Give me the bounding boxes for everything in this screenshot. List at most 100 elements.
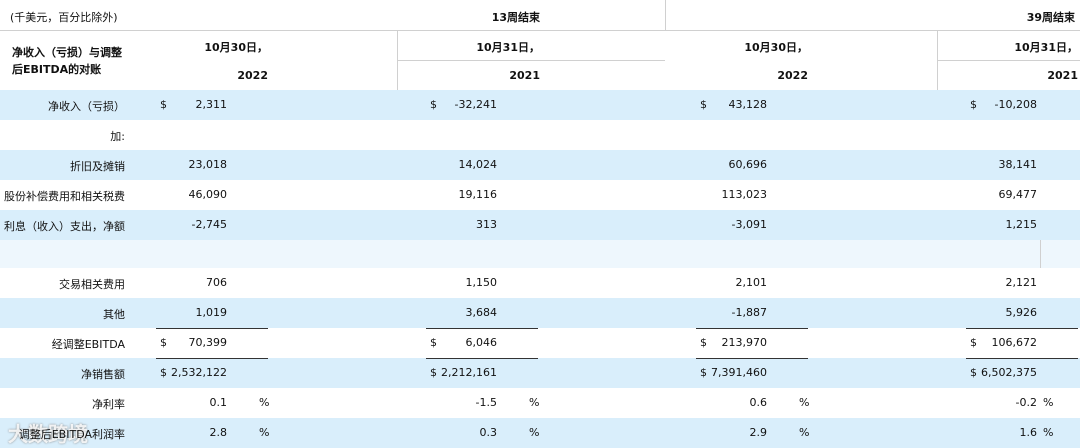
total-rule — [156, 328, 268, 329]
cell-value: 2,121 — [1005, 276, 1038, 289]
row-band — [0, 418, 1080, 448]
cell-value: 113,023 — [721, 188, 768, 201]
total-rule — [696, 358, 808, 359]
cell-value: 3,684 — [465, 306, 498, 319]
cell-value: 23,018 — [188, 158, 228, 171]
cell-value: 2,311 — [195, 98, 228, 111]
currency-sign: $ — [970, 336, 977, 349]
row-band — [0, 298, 1080, 328]
cell-value: 313 — [476, 218, 497, 231]
cell-value: -2,745 — [191, 218, 227, 231]
period-header: 13周结束 — [491, 11, 540, 24]
column-date: 10月30日， — [204, 41, 268, 54]
percent-sign: % — [1043, 426, 1054, 439]
row-label: 经调整EBITDA — [51, 338, 125, 351]
cell-value: 6,046 — [465, 336, 498, 349]
cell-value: 7,391,460 — [711, 366, 767, 379]
cell-value: 38,141 — [998, 158, 1038, 171]
cell-value: 0.6 — [749, 396, 768, 409]
row-label: 净收入（亏损） — [48, 100, 125, 113]
percent-sign: % — [799, 396, 810, 409]
row-label: 其他 — [103, 308, 125, 321]
column-year: 2022 — [237, 69, 268, 82]
table-title: 净收入（亏损）与调整后EBITDA的对账 — [12, 46, 122, 76]
watermark: 大数跨境 — [8, 422, 88, 446]
cell-value: 69,477 — [998, 188, 1038, 201]
percent-sign: % — [799, 426, 810, 439]
rule — [665, 0, 666, 30]
cell-value: -0.2 — [1015, 396, 1037, 409]
row-label: 加: — [110, 130, 125, 143]
cell-value: 5,926 — [1005, 306, 1038, 319]
currency-sign: $ — [700, 336, 707, 349]
percent-sign: % — [1043, 396, 1054, 409]
column-date: 10月31日， — [1014, 41, 1078, 54]
cell-value: 2,532,122 — [171, 366, 227, 379]
cell-value: 43,128 — [728, 98, 768, 111]
percent-sign: % — [529, 396, 540, 409]
column-year: 2021 — [509, 69, 540, 82]
cell-value: 60,696 — [728, 158, 768, 171]
cell-value: 1,150 — [465, 276, 498, 289]
percent-sign: % — [259, 426, 270, 439]
cell-value: -1.5 — [475, 396, 497, 409]
row-band — [0, 240, 1080, 268]
currency-sign: $ — [160, 336, 167, 349]
column-date: 10月30日， — [744, 41, 808, 54]
cell-value: 6,502,375 — [981, 366, 1037, 379]
row-band — [0, 358, 1080, 388]
total-rule — [426, 358, 538, 359]
cell-value: 213,970 — [721, 336, 768, 349]
cell-value: -1,887 — [731, 306, 767, 319]
currency-sign: $ — [160, 98, 167, 111]
rule — [937, 60, 1080, 61]
currency-sign: $ — [430, 366, 437, 379]
cell-value: 706 — [206, 276, 227, 289]
total-rule — [966, 328, 1078, 329]
cell-value: 2.9 — [749, 426, 768, 439]
cell-value: 0.3 — [479, 426, 498, 439]
row-band — [0, 150, 1080, 180]
row-label: 调整后EBITDA利润率 — [18, 428, 125, 441]
row-band — [0, 210, 1080, 240]
rule — [1040, 240, 1041, 268]
cell-value: 1,019 — [195, 306, 228, 319]
row-label: 净销售额 — [81, 368, 125, 381]
row-band — [0, 90, 1080, 120]
percent-sign: % — [259, 396, 270, 409]
total-rule — [426, 328, 538, 329]
percent-sign: % — [529, 426, 540, 439]
currency-sign: $ — [700, 366, 707, 379]
units-note: (千美元，百分比除外) — [10, 11, 118, 24]
cell-value: -3,091 — [731, 218, 767, 231]
period-header: 39周结束 — [1026, 11, 1075, 24]
cell-value: 106,672 — [991, 336, 1038, 349]
cell-value: 2,101 — [735, 276, 768, 289]
currency-sign: $ — [970, 366, 977, 379]
column-year: 2021 — [1047, 69, 1078, 82]
cell-value: -10,208 — [994, 98, 1037, 111]
cell-value: 70,399 — [188, 336, 228, 349]
row-label: 股份补偿费用和相关税费 — [4, 190, 125, 203]
rule — [397, 60, 665, 61]
column-year: 2022 — [777, 69, 808, 82]
cell-value: 2.8 — [209, 426, 228, 439]
cell-value: 1.6 — [1019, 426, 1038, 439]
column-date: 10月31日， — [476, 41, 540, 54]
rule — [0, 30, 1080, 31]
cell-value: -32,241 — [454, 98, 497, 111]
total-rule — [966, 358, 1078, 359]
total-rule — [156, 358, 268, 359]
row-label: 交易相关费用 — [59, 278, 125, 291]
currency-sign: $ — [700, 98, 707, 111]
cell-value: 46,090 — [188, 188, 228, 201]
row-label: 利息（收入）支出，净额 — [4, 220, 125, 233]
cell-value: 0.1 — [209, 396, 228, 409]
currency-sign: $ — [430, 336, 437, 349]
cell-value: 19,116 — [458, 188, 498, 201]
total-rule — [696, 328, 808, 329]
cell-value: 14,024 — [458, 158, 498, 171]
row-label: 折旧及摊销 — [70, 160, 125, 173]
cell-value: 2,212,161 — [441, 366, 497, 379]
